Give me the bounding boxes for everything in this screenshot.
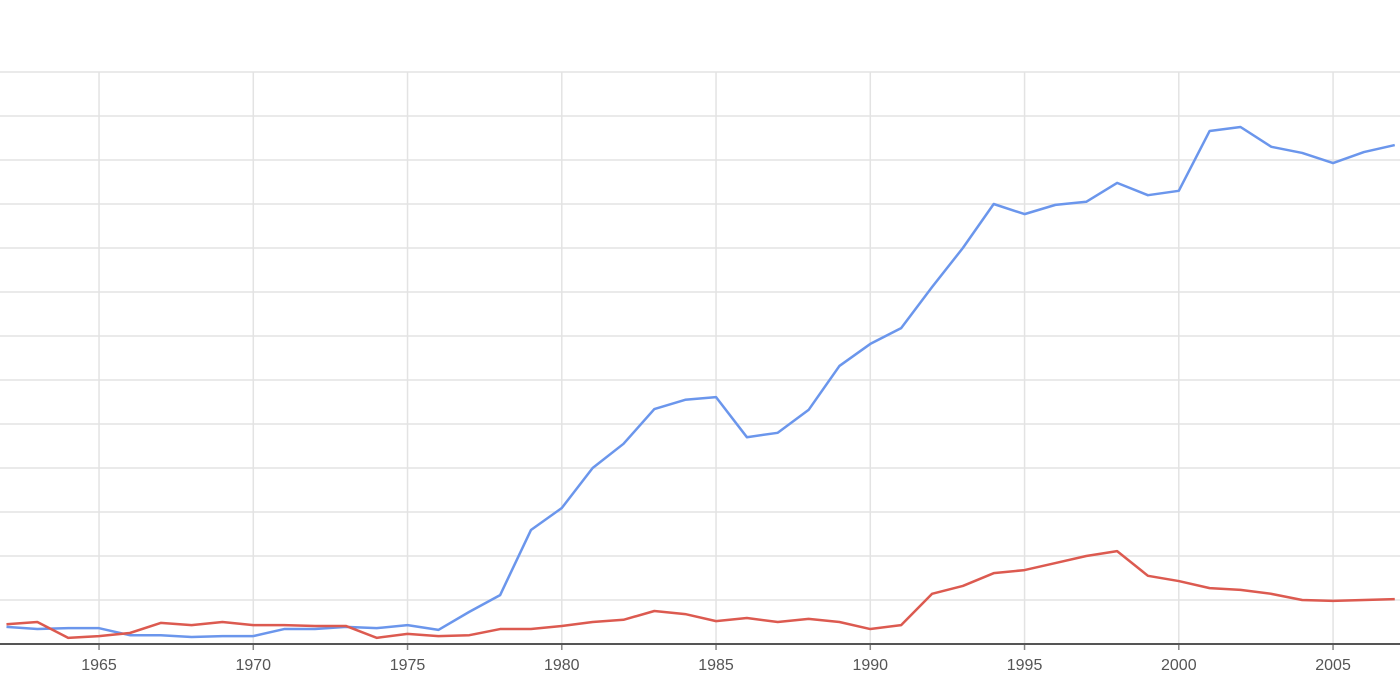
x-tick-label: 1995 — [1007, 657, 1043, 674]
series-line — [6, 549, 1395, 640]
x-tick-label: 1980 — [544, 657, 580, 674]
x-tick-label: 1985 — [698, 657, 734, 674]
series-line — [6, 125, 1396, 639]
x-tick-label: 1965 — [81, 657, 117, 674]
x-tick-label: 2000 — [1161, 657, 1197, 674]
x-tick-label: 1990 — [852, 657, 888, 674]
x-tick-label: 2005 — [1315, 657, 1351, 674]
x-tick-label: 1975 — [390, 657, 426, 674]
x-tick-label: 1970 — [235, 657, 271, 674]
